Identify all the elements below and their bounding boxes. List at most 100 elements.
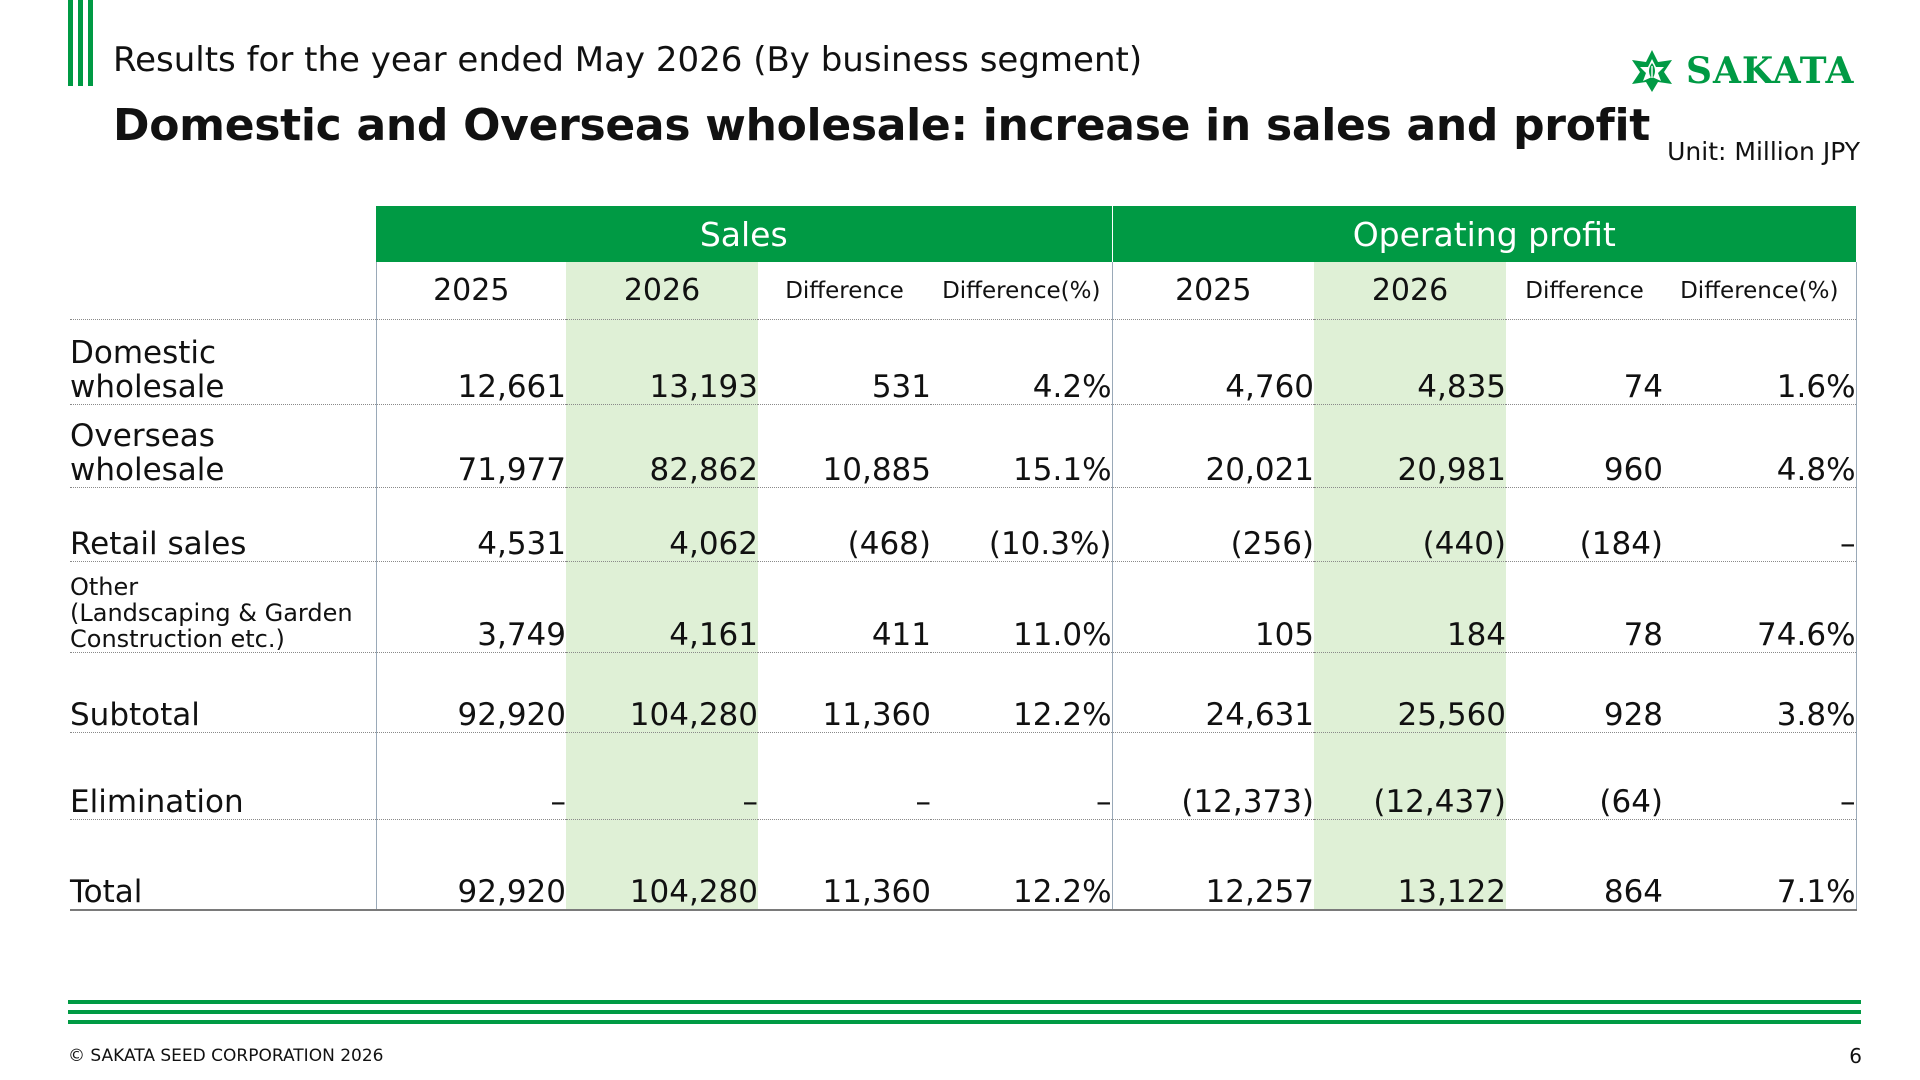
header-blank-cell [70,206,376,262]
sakata-leaf-emblem-icon [1632,50,1672,92]
row-label-line: Domestic [70,335,217,371]
cell-profit-2025: 105 [1112,561,1315,653]
footer-divider [68,1000,1861,1004]
cell-profit-diff-pct: 74.6% [1663,561,1857,653]
decorative-bar [88,0,93,86]
cell-profit-diff: (184) [1506,487,1664,562]
cell-profit-2026: (440) [1314,487,1507,562]
cell-sales-diff: (468) [758,487,931,562]
row-label-line: Other [70,573,139,601]
row-label: Domestic wholesale [70,319,376,405]
slide-title: Domestic and Overseas wholesale: increas… [113,100,1650,151]
col-header-sales-2026: 2026 [566,262,758,320]
table-row: Overseas wholesale 71,977 82,862 10,885 1… [70,404,1857,488]
cell-profit-diff: 928 [1506,652,1664,733]
cell-sales-diff-pct: 12.2% [931,652,1113,733]
col-header-sales-diff-pct: Difference(%) [931,262,1113,320]
row-label-line: wholesale [70,452,225,488]
cell-sales-2025: 71,977 [375,404,566,488]
cell-sales-2025: – [375,732,566,820]
cell-profit-2025: 4,760 [1112,319,1315,405]
cell-profit-2025: (12,373) [1112,732,1315,820]
cell-sales-diff: 411 [758,561,931,653]
cell-profit-diff: (64) [1506,732,1664,820]
decorative-bar [78,0,83,86]
footer-divider [68,1010,1861,1014]
cell-profit-diff-pct: 3.8% [1663,652,1857,733]
cell-profit-2026: 13,122 [1314,819,1507,911]
row-label-line: Overseas [70,418,215,454]
group-header-row: Sales Operating profit [70,206,1857,262]
sales-group-header: Sales [376,206,1113,262]
cell-profit-2025: 20,021 [1112,404,1315,488]
cell-profit-diff: 864 [1506,819,1664,911]
row-label: Retail sales [70,487,376,562]
cell-sales-diff-pct: 15.1% [931,404,1113,488]
cell-sales-2025: 92,920 [375,819,566,911]
table-row: Total 92,920 104,280 11,360 12.2% 12,257… [70,819,1857,911]
company-logo: SAKATA [1628,48,1854,94]
cell-sales-diff-pct: – [931,732,1113,820]
cell-profit-diff-pct: 1.6% [1663,319,1857,405]
col-header-profit-2026: 2026 [1314,262,1507,320]
row-label-line: Construction etc.) [70,625,285,653]
col-header-sales-diff: Difference [758,262,931,320]
profit-group-header: Operating profit [1112,206,1857,262]
cell-sales-2025: 92,920 [375,652,566,733]
cell-sales-2026: 82,862 [566,404,758,488]
page-number: 6 [1849,1044,1862,1068]
row-label: Elimination [70,732,376,820]
col-header-profit-2025: 2025 [1112,262,1315,320]
cell-sales-2025: 4,531 [375,487,566,562]
decorative-bar [68,0,73,86]
row-label-line: (Landscaping & Garden [70,599,353,627]
table-row: Retail sales 4,531 4,062 (468) (10.3%) (… [70,487,1857,562]
cell-sales-diff: 10,885 [758,404,931,488]
cell-profit-diff-pct: 4.8% [1663,404,1857,488]
cell-sales-diff: 11,360 [758,819,931,911]
cell-profit-diff-pct: 7.1% [1663,819,1857,911]
cell-profit-2026: 25,560 [1314,652,1507,733]
cell-profit-diff-pct: – [1663,487,1857,562]
cell-profit-diff: 74 [1506,319,1664,405]
cell-sales-2026: 13,193 [566,319,758,405]
cell-sales-2026: 4,161 [566,561,758,653]
row-label: Other (Landscaping & Garden Construction e… [70,561,376,653]
cell-profit-2026: (12,437) [1314,732,1507,820]
row-label: Total [70,819,376,911]
logo-wordmark: SAKATA [1686,50,1855,92]
segment-results-table: Sales Operating profit 2025 2026 Differe… [70,206,1857,911]
footer-divider [68,1020,1861,1024]
cell-profit-2025: 24,631 [1112,652,1315,733]
cell-profit-diff: 78 [1506,561,1664,653]
cell-profit-2025: (256) [1112,487,1315,562]
col-header-sales-2025: 2025 [375,262,566,320]
cell-sales-2025: 3,749 [375,561,566,653]
column-header-row: 2025 2026 Difference Difference(%) 2025 … [70,262,1857,320]
cell-sales-diff-pct: (10.3%) [931,487,1113,562]
copyright-notice: © SAKATA SEED CORPORATION 2026 [68,1046,384,1066]
table-row: Domestic wholesale 12,661 13,193 531 4.2%… [70,319,1857,405]
col-header-profit-diff: Difference [1506,262,1664,320]
header-blank-cell [70,262,376,320]
cell-sales-2025: 12,661 [375,319,566,405]
table-row: Other (Landscaping & Garden Construction e… [70,561,1857,653]
cell-profit-2025: 12,257 [1112,819,1315,911]
cell-sales-diff: 11,360 [758,652,931,733]
slide-subtitle: Results for the year ended May 2026 (By … [113,40,1143,80]
col-header-profit-diff-pct: Difference(%) [1663,262,1857,320]
cell-sales-2026: 104,280 [566,652,758,733]
row-label-line: wholesale [70,369,225,405]
cell-profit-2026: 4,835 [1314,319,1507,405]
cell-sales-diff: – [758,732,931,820]
cell-profit-2026: 184 [1314,561,1507,653]
row-label: Overseas wholesale [70,404,376,488]
row-label: Subtotal [70,652,376,733]
cell-profit-diff-pct: – [1663,732,1857,820]
cell-sales-2026: 4,062 [566,487,758,562]
cell-profit-diff: 960 [1506,404,1664,488]
cell-sales-diff: 531 [758,319,931,405]
cell-sales-diff-pct: 12.2% [931,819,1113,911]
unit-label: Unit: Million JPY [1667,137,1860,166]
